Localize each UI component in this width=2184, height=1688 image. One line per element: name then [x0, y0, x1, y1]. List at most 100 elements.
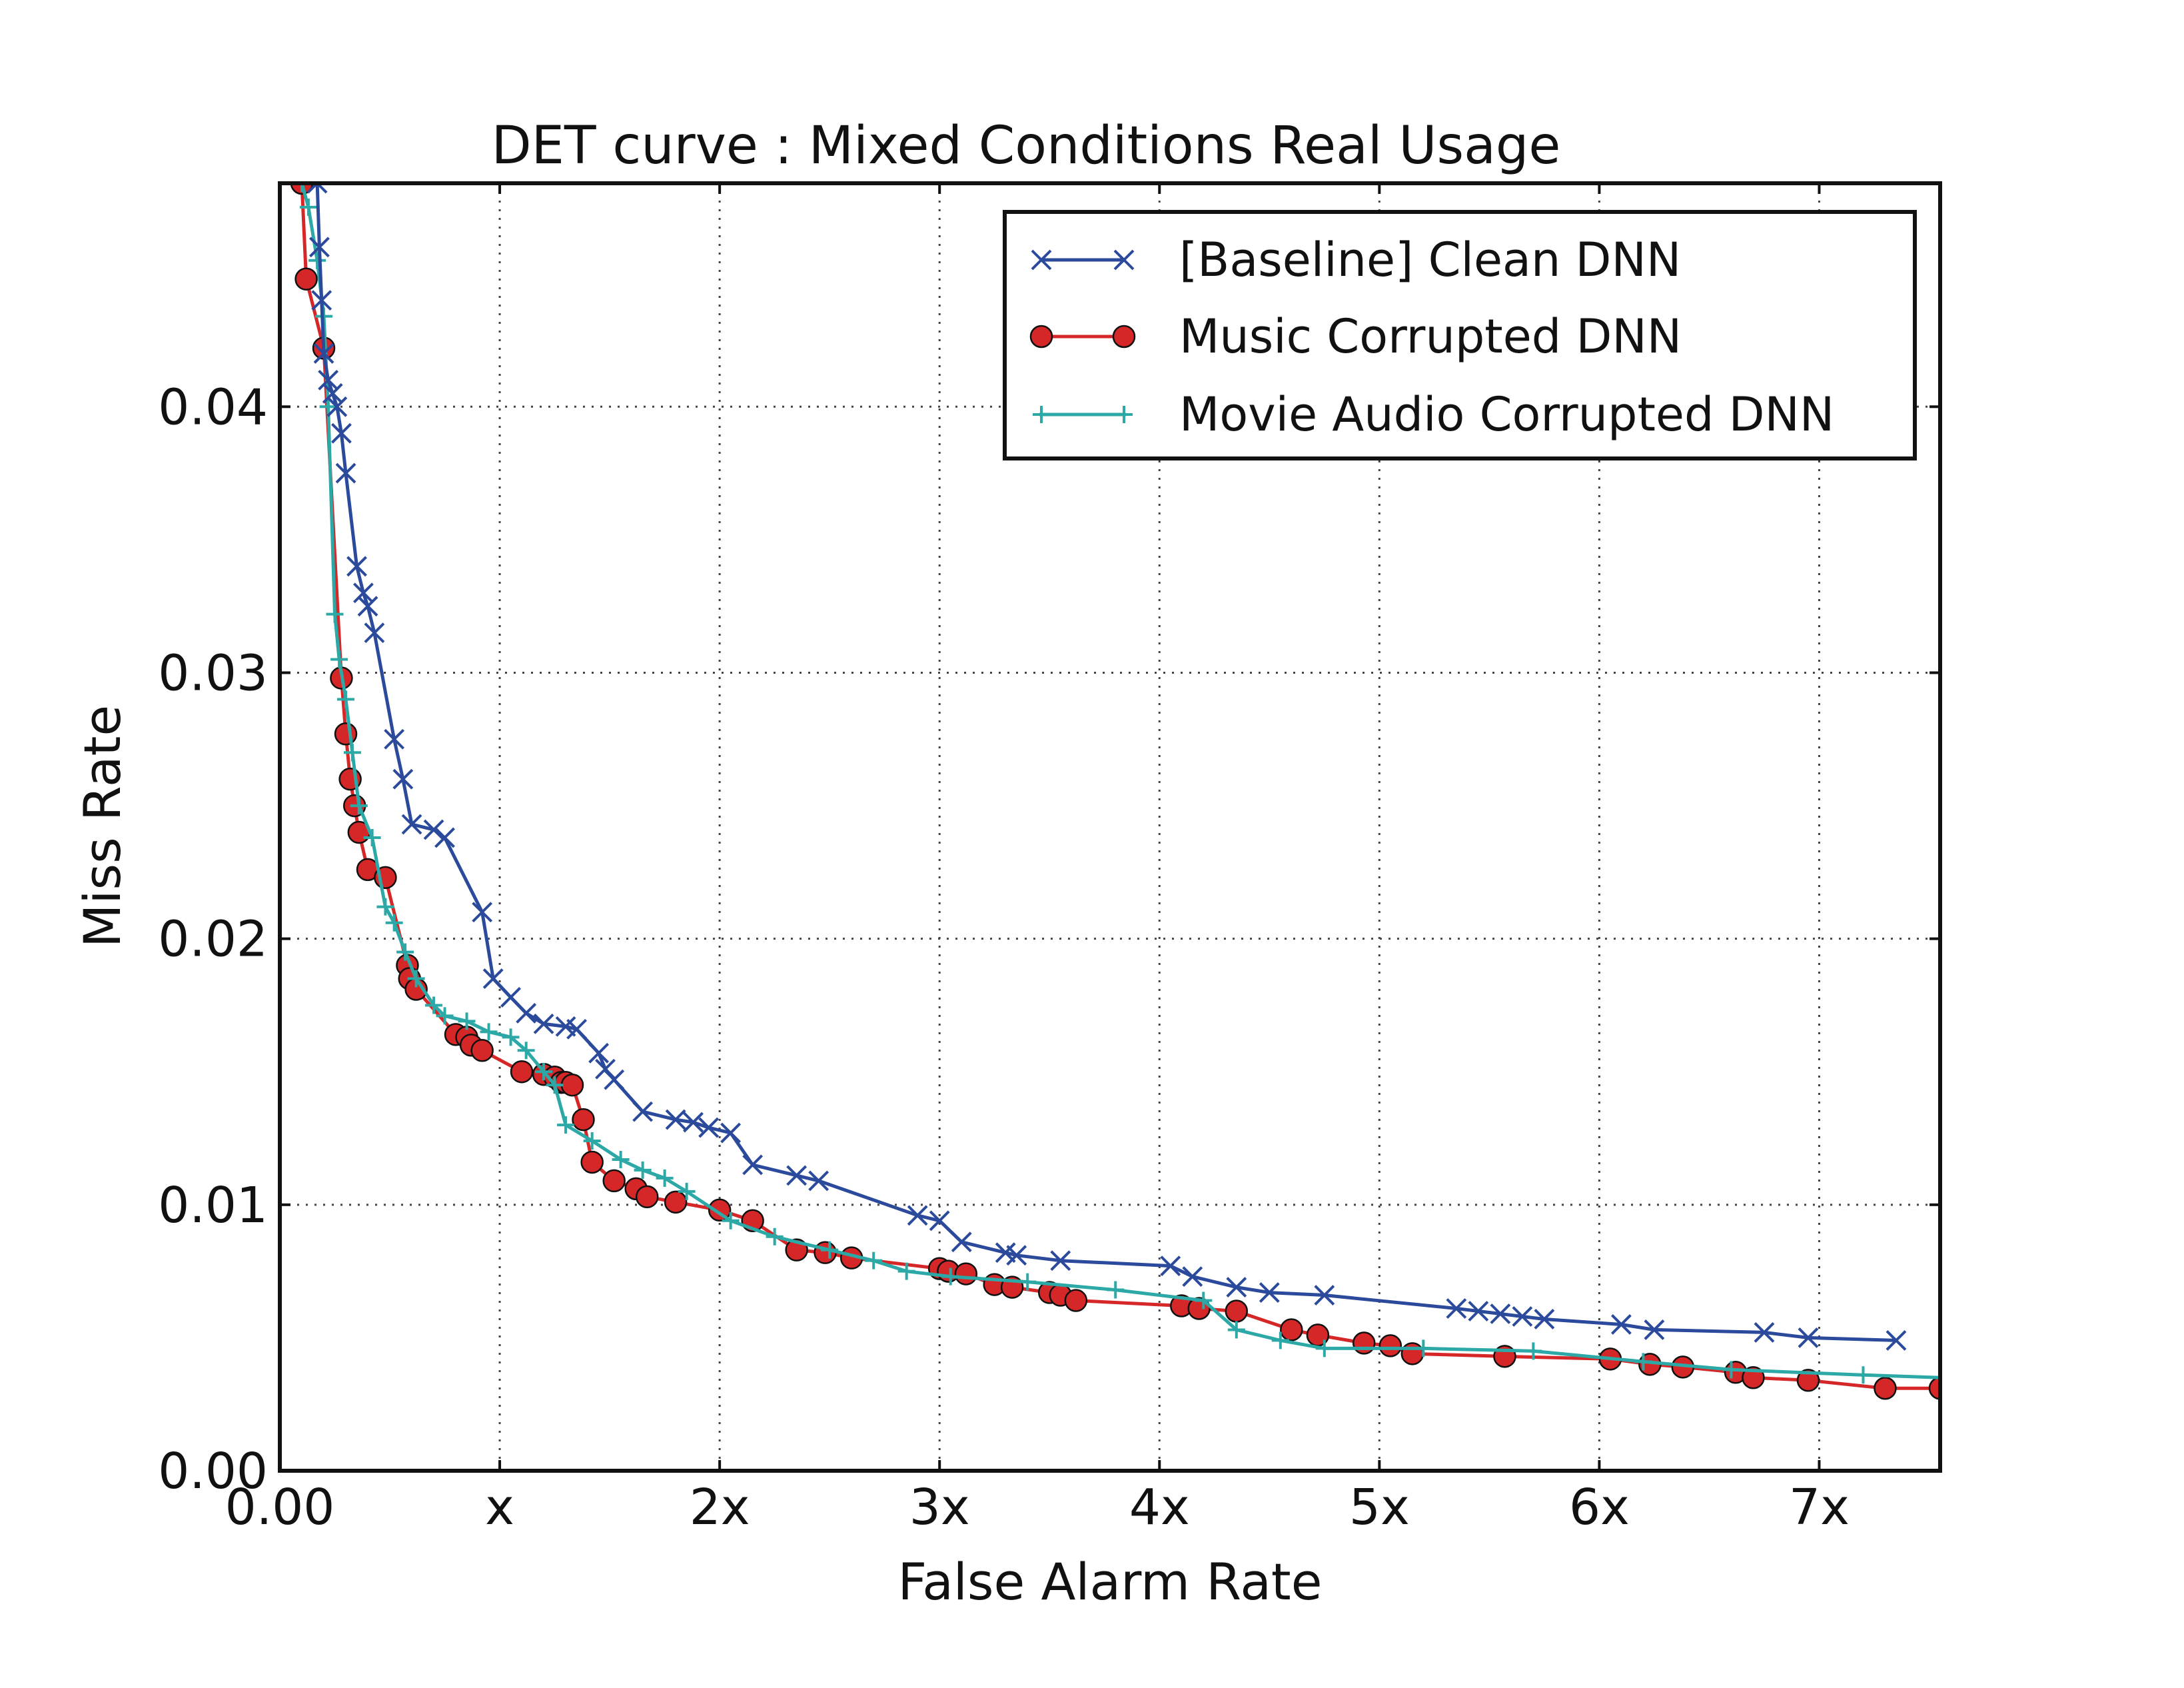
- data-point: [1754, 1322, 1775, 1343]
- data-point: [299, 198, 317, 216]
- data-point: [318, 369, 339, 391]
- data-point: [425, 996, 443, 1014]
- data-point: [330, 650, 348, 668]
- data-point: [557, 1116, 575, 1134]
- data-point: [1414, 1339, 1432, 1357]
- legend-label: Movie Audio Corrupted DNN: [1179, 387, 1834, 442]
- y-tick-label: 0.00: [158, 1443, 268, 1500]
- y-tick-label: 0.03: [158, 644, 268, 702]
- data-point: [326, 396, 348, 417]
- data-point: [1534, 1309, 1555, 1329]
- x-tick-label: 6x: [1569, 1479, 1630, 1536]
- data-point: [664, 1190, 688, 1214]
- data-point: [337, 690, 355, 708]
- data-point: [1050, 1250, 1071, 1271]
- data-point: [326, 605, 344, 623]
- data-point: [678, 1182, 696, 1200]
- data-point: [814, 1241, 837, 1264]
- x-tick-label: 4x: [1129, 1479, 1190, 1536]
- data-point: [1259, 1282, 1280, 1303]
- data-point: [401, 814, 422, 835]
- data-point: [1490, 1303, 1511, 1324]
- data-point: [392, 768, 414, 790]
- data-point: [742, 1154, 764, 1176]
- x-tick-label: x: [485, 1479, 514, 1536]
- legend-label: [Baseline] Clean DNN: [1179, 233, 1681, 287]
- data-point: [1182, 1266, 1203, 1287]
- data-point: [951, 1232, 972, 1253]
- legend-marker: [1115, 406, 1133, 423]
- legend: [Baseline] Clean DNN Music Corrupted DNN M…: [1003, 210, 1917, 460]
- data-point: [335, 462, 356, 484]
- data-point: [954, 1262, 978, 1285]
- series-layer: [290, 183, 1940, 1400]
- data-point: [517, 1042, 535, 1060]
- x-axis-label: False Alarm Rate: [898, 1552, 1323, 1611]
- x-tick-label: 5x: [1349, 1479, 1410, 1536]
- legend-marker: [1113, 249, 1135, 271]
- data-point: [396, 943, 414, 961]
- data-point: [363, 828, 381, 846]
- data-point: [350, 797, 368, 815]
- data-point: [533, 1013, 554, 1034]
- data-point: [941, 1267, 959, 1285]
- data-point: [766, 1228, 784, 1246]
- data-point: [535, 1063, 553, 1081]
- data-point: [384, 728, 405, 750]
- data-point: [1928, 1377, 1940, 1400]
- legend-box: [1003, 210, 1917, 460]
- x-tick-label: 3x: [909, 1479, 970, 1536]
- data-point: [588, 1042, 610, 1064]
- data-point: [1064, 1289, 1088, 1312]
- data-point: [313, 343, 334, 364]
- y-axis-label: Miss Rate: [73, 705, 132, 948]
- data-point: [293, 183, 311, 192]
- data-point: [319, 398, 337, 416]
- data-point: [482, 968, 504, 989]
- data-point: [434, 827, 455, 848]
- legend-entry: Movie Audio Corrupted DNN: [1033, 387, 1834, 442]
- data-point: [929, 1210, 950, 1232]
- x-tick-label: 2x: [690, 1479, 750, 1536]
- data-point: [656, 1169, 674, 1187]
- data-point: [500, 987, 521, 1008]
- data-point: [423, 819, 444, 840]
- series-2: [293, 183, 1940, 1387]
- data-point: [407, 970, 425, 988]
- data-point: [897, 1262, 915, 1280]
- data-point: [1280, 1318, 1303, 1341]
- data-point: [698, 1117, 720, 1138]
- data-point: [560, 1073, 584, 1097]
- data-point: [1019, 1273, 1037, 1291]
- x-tick-label: 7x: [1789, 1479, 1850, 1536]
- data-point: [306, 183, 328, 194]
- y-tick-label: 0.02: [158, 911, 268, 968]
- data-point: [334, 722, 358, 746]
- data-point: [1314, 1285, 1335, 1305]
- data-point: [865, 1252, 883, 1269]
- data-point: [308, 251, 326, 269]
- data-point: [353, 582, 374, 604]
- data-point: [583, 1132, 601, 1150]
- data-point: [480, 1023, 498, 1041]
- data-point: [1271, 1331, 1289, 1349]
- data-point: [1468, 1301, 1489, 1321]
- data-point: [1798, 1327, 1819, 1348]
- y-axis-ticks: 0.00 0.01 0.02 0.03 0.04: [158, 379, 1940, 1500]
- data-point: [572, 1108, 595, 1132]
- data-point: [1886, 1329, 1907, 1351]
- data-point: [1874, 1377, 1897, 1400]
- data-point: [308, 237, 330, 258]
- data-point: [1315, 1339, 1333, 1357]
- data-point: [635, 1185, 659, 1209]
- data-point: [1796, 1369, 1820, 1392]
- data-point: [1352, 1331, 1376, 1355]
- data-point: [1195, 1291, 1213, 1309]
- data-point: [1006, 1245, 1027, 1266]
- data-point: [602, 1169, 626, 1193]
- data-point: [294, 267, 318, 291]
- legend-marker: [1112, 325, 1136, 349]
- data-point: [516, 1003, 537, 1024]
- data-point: [1512, 1306, 1533, 1327]
